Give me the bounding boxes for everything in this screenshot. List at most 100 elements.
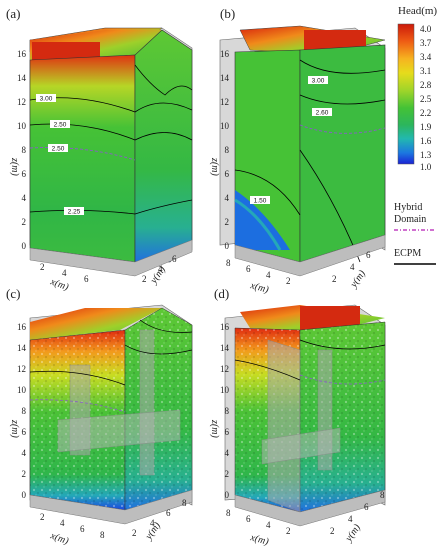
panel-d-z-tick-8: 8 [225,406,230,416]
panel-b-z-tick-8: 8 [225,145,230,155]
panel-b-label: (b) [220,6,235,21]
panel-c-y-tick-2: 2 [132,528,137,538]
panel-b-z-tick-14: 14 [220,73,230,83]
panel-d-z-tick-0: 0 [225,490,230,500]
panel-c-z-tick-16: 16 [17,322,27,332]
panel-c-side-texture [125,308,192,510]
panel-b-contour-2 [299,94,386,105]
panel-a-contour-label-box-2 [50,120,70,128]
legend-hybrid-label-1: Hybrid [394,202,422,213]
panel-b-x-tick-6: 6 [246,264,251,274]
legend-value-10: 1.3 [420,150,432,160]
legend: Head(m) 4.0 3.7 3.4 3.1 2.8 2.5 2.2 1.9 … [394,5,437,265]
panel-c-z-tick-10: 10 [17,385,27,395]
panel-a-z-tick-0: 0 [22,241,27,251]
panel-a-contour-label-3: 2.50 [52,146,65,153]
panel-d-z-tick-16: 16 [220,322,230,332]
panel-c-z-tick-12: 12 [17,364,26,374]
panel-b-z-tick-4: 4 [225,193,230,203]
panel-c-y-tick-6: 6 [166,508,171,518]
panel-d-x-tick-8: 8 [226,508,231,518]
legend-colorbar [397,23,415,165]
panel-d-z-tick-14: 14 [220,343,230,353]
panel-b-x-label: x(m) [248,280,270,296]
panel-a-z-tick-8: 8 [22,145,27,155]
panel-d-side-texture [300,322,385,512]
panel-b-z-tick-12: 12 [220,97,229,107]
panel-b: 3.00 2.60 1.50 0 2 4 6 8 10 12 14 16 z(m… [209,6,386,296]
panel-a-contour-label-box-1 [36,94,56,102]
legend-value-5: 2.8 [420,80,432,90]
panel-a-contour-label-2: 2.50 [54,122,67,129]
panel-c-z-tick-6: 6 [22,427,27,437]
panel-d-z-tick-6: 6 [225,427,230,437]
panel-a-contour-4 [134,64,193,96]
legend-value-3: 3.4 [420,52,432,62]
panel-d-contour-1 [299,339,386,350]
panel-b-z-ticks: 0 2 4 6 8 10 12 14 16 [220,49,230,251]
panel-a-y-tick-4: 4 [158,264,163,274]
panel-b-contour-label-2: 2.60 [316,110,329,117]
panel-d-contour-2 [234,359,301,381]
panel-c-y-tick-8: 8 [182,498,187,508]
panel-c-z-tick-8: 8 [22,406,27,416]
panel-d-z-tick-10: 10 [220,385,230,395]
panel-c-x-tick-8: 8 [100,530,105,540]
panel-a-z-tick-2: 2 [22,217,27,227]
panel-a-base [29,239,193,277]
panel-b-z-tick-2: 2 [225,217,230,227]
panel-b-z-tick-16: 16 [220,49,230,59]
panel-b-y-tick-6: 6 [366,250,371,260]
panel-a-side-face [134,29,193,263]
panel-a-contour-label-4: 2.25 [68,209,81,216]
panel-c-z-tick-4: 4 [22,448,27,458]
panel-a-x-label: x(m) [48,276,71,293]
legend-value-1: 4.0 [420,24,432,34]
panel-c-contour-3 [139,319,193,333]
panel-c-hybrid-boundary [29,399,126,413]
panel-a-contour-label-1: 3.00 [40,96,53,103]
panel-c-base [29,489,193,525]
panel-a-z-tick-16: 16 [17,49,27,59]
panel-a-z-tick-4: 4 [22,193,27,203]
panel-c-x-tick-4: 4 [60,518,65,528]
panel-d-hybrid-boundary [299,374,386,385]
panel-c-x-label: x(m) [48,530,71,547]
panel-a-z-ticks: 0 2 4 6 8 10 12 14 16 [17,49,27,251]
panel-a-z-tick-12: 12 [17,97,26,107]
panel-a-contour-label-box-4 [64,207,84,215]
panel-b-contour-label-3: 1.50 [254,198,267,205]
panel-a-z-label: z(m) [9,157,20,176]
panel-a-y-tick-6: 6 [172,254,177,264]
panel-c-label: (c) [6,286,20,301]
panel-b-z-label: z(m) [209,157,220,176]
panel-b-low-ring [234,198,282,251]
panel-a-x-tick-6: 6 [84,274,89,284]
panel-d-z-label: z(m) [209,419,220,438]
legend-value-2: 3.7 [420,38,432,48]
panel-a-x-tick-2: 2 [40,262,45,272]
panel-d-base [234,489,386,527]
panel-d-fracture-plane-1 [267,339,301,513]
panel-c: 0 2 4 6 8 10 12 14 16 z(m) x(m) y(m) 2 4… [6,286,193,547]
panel-d-label: (d) [214,286,229,301]
panel-b-low-zone [235,190,290,250]
panel-b-x-tick-2: 2 [286,276,291,286]
panel-b-y-tick-2: 2 [332,274,337,284]
panel-b-contour-4 [234,169,301,216]
panel-d-z-tick-12: 12 [220,364,229,374]
panel-c-fracture-plane [57,409,181,453]
panel-d-z-ticks: 0 2 4 6 8 10 12 14 16 [220,322,230,500]
panel-c-z-ticks: 0 2 4 6 8 10 12 14 16 [17,322,27,500]
panel-b-base [234,234,386,277]
legend-value-9: 1.6 [420,136,432,146]
panel-c-z-label: z(m) [9,419,20,438]
panel-b-x-tick-4: 4 [266,270,271,280]
panel-d-fracture-plane-2 [261,427,341,465]
panel-a-z-tick-10: 10 [17,121,27,131]
panel-b-z-tick-6: 6 [225,169,230,179]
panel-c-z-tick-2: 2 [22,469,27,479]
legend-ecpm-label: ECPM [394,248,421,259]
legend-title: Head(m) [398,5,437,17]
